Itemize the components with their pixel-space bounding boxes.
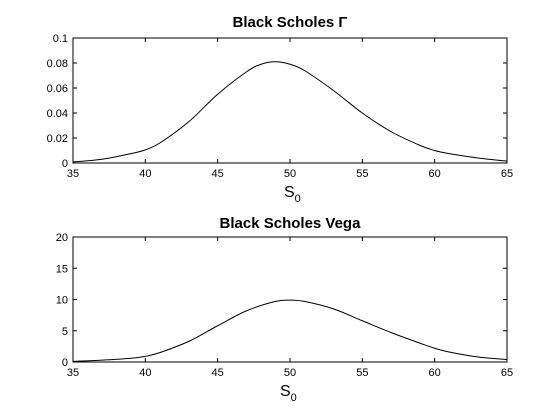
gamma-x-tick-label: 65 (501, 168, 513, 180)
vega-plot-area (72, 236, 508, 363)
gamma-x-tick-label: 55 (356, 168, 368, 180)
vega-chart: Black Scholes Vega 35 40 45 50 55 60 65 0 5 10 15… (56, 215, 513, 404)
gamma-curve (72, 61, 508, 163)
vega-x-tick-label: 40 (139, 367, 151, 379)
vega-y-tick-label: 5 (62, 326, 68, 338)
gamma-x-tick-label: 45 (212, 168, 224, 180)
gamma-x-tick-label: 40 (139, 168, 151, 180)
gamma-y-tick-label: 0.02 (47, 133, 68, 145)
gamma-y-tick-label: 0.08 (47, 58, 68, 70)
vega-x-tick-label: 35 (67, 367, 79, 379)
gamma-x-axis-label: S0 (284, 184, 301, 205)
vega-x-tick-label: 45 (212, 367, 224, 379)
gamma-chart-title: Black Scholes Γ (233, 14, 348, 31)
gamma-y-tick-label: 0 (62, 158, 68, 170)
gamma-chart: Black Scholes Γ 35 40 45 50 55 60 65 0 0.02 0.04… (47, 14, 514, 205)
vega-chart-title: Black Scholes Vega (220, 215, 362, 232)
gamma-y-ticks: 0 0.02 0.04 0.06 0.08 0.1 (47, 33, 507, 170)
vega-x-ticks: 35 40 45 50 55 60 65 (67, 237, 513, 379)
gamma-y-tick-label: 0.06 (47, 83, 68, 95)
gamma-plot-area (72, 37, 508, 164)
gamma-y-tick-label: 0.1 (53, 33, 68, 45)
gamma-y-tick-label: 0.04 (47, 108, 68, 120)
vega-y-tick-label: 20 (56, 232, 68, 244)
vega-y-tick-label: 15 (56, 263, 68, 275)
vega-x-tick-label: 60 (429, 367, 441, 379)
gamma-x-tick-label: 50 (284, 168, 296, 180)
vega-y-tick-label: 10 (56, 295, 68, 307)
gamma-x-ticks: 35 40 45 50 55 60 65 (67, 38, 513, 180)
vega-curve (72, 299, 508, 362)
gamma-x-tick-label: 35 (67, 168, 79, 180)
vega-y-tick-label: 0 (62, 357, 68, 369)
vega-x-tick-label: 55 (356, 367, 368, 379)
gamma-x-tick-label: 60 (429, 168, 441, 180)
vega-x-axis-label: S0 (280, 383, 297, 404)
vega-x-tick-label: 50 (284, 367, 296, 379)
vega-y-ticks: 0 5 10 15 20 (56, 232, 507, 369)
vega-x-tick-label: 65 (501, 367, 513, 379)
